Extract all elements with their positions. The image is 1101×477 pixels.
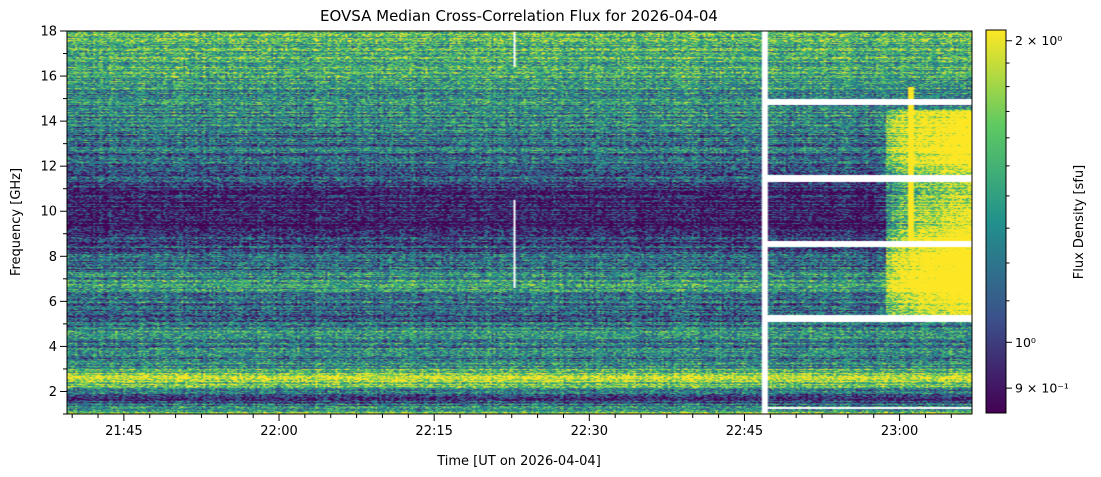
y-tick-label: 2 — [49, 385, 57, 400]
y-axis: 2 4 6 8 10 12 14 16 18 — [40, 25, 67, 415]
spectrogram-image — [67, 31, 972, 414]
colorbar-label: Flux Density [sfu] — [1072, 165, 1087, 279]
chart-title: EOVSA Median Cross-Correlation Flux for … — [320, 7, 718, 25]
x-axis-label: Time [UT on 2026-04-04] — [436, 454, 601, 469]
colorbar-tick-label: 2 × 10⁰ — [1015, 33, 1062, 48]
y-tick-label: 18 — [40, 25, 57, 40]
y-tick-label: 16 — [40, 70, 57, 85]
colorbar-tick-label: 9 × 10⁻¹ — [1015, 381, 1069, 396]
x-tick-label: 22:15 — [415, 424, 452, 439]
x-axis: 21:45 22:00 22:15 22:30 22:45 23:00 — [71, 414, 952, 439]
colorbar: 2 × 10⁰ 10⁰ 9 × 10⁻¹ — [985, 29, 1069, 414]
x-tick-label: 23:00 — [881, 424, 918, 439]
y-tick-label: 14 — [40, 115, 57, 130]
x-tick-label: 22:45 — [726, 424, 763, 439]
y-tick-label: 4 — [49, 340, 57, 355]
y-tick-label: 6 — [49, 295, 57, 310]
y-axis-label: Frequency [GHz] — [9, 168, 24, 276]
colorbar-tick-label: 10⁰ — [1015, 335, 1036, 350]
x-tick-label: 22:30 — [571, 424, 608, 439]
colorbar-ticks: 2 × 10⁰ 10⁰ 9 × 10⁻¹ — [1006, 33, 1069, 396]
y-tick-label: 10 — [40, 205, 57, 220]
y-tick-label: 8 — [49, 250, 57, 265]
x-tick-label: 22:00 — [260, 424, 297, 439]
colorbar-gradient — [985, 29, 1007, 414]
plot-area — [66, 30, 973, 415]
spectrogram-raster — [67, 31, 972, 414]
x-tick-label: 21:45 — [105, 424, 142, 439]
y-tick-label: 12 — [40, 160, 57, 175]
plot-frame — [66, 30, 973, 415]
